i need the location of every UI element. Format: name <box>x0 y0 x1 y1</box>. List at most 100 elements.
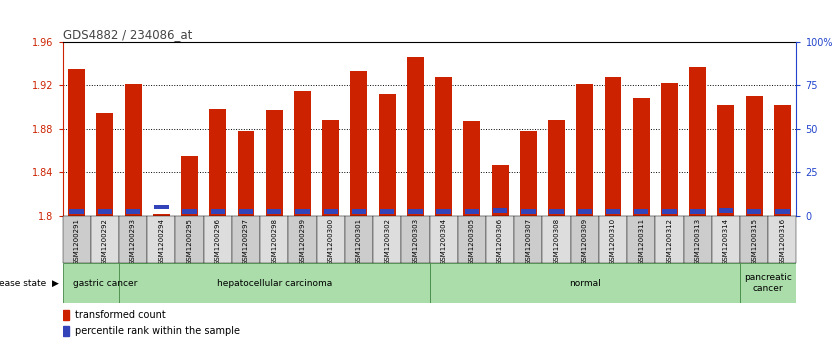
Text: GSM1200309: GSM1200309 <box>582 218 588 265</box>
Bar <box>662 209 676 214</box>
Bar <box>747 209 761 214</box>
Bar <box>746 96 762 216</box>
Bar <box>175 216 203 263</box>
Text: disease state  ▶: disease state ▶ <box>0 279 58 287</box>
Text: GSM1200303: GSM1200303 <box>412 218 419 265</box>
Bar <box>352 209 366 214</box>
Bar <box>627 216 656 263</box>
Bar <box>520 131 537 216</box>
Bar <box>373 216 401 263</box>
Bar <box>68 69 85 216</box>
Text: GSM1200305: GSM1200305 <box>469 218 475 265</box>
Text: GSM1200298: GSM1200298 <box>271 218 277 265</box>
Bar <box>465 209 479 214</box>
Bar <box>515 216 542 263</box>
Text: percentile rank within the sample: percentile rank within the sample <box>75 326 239 336</box>
Bar <box>430 216 458 263</box>
Bar <box>267 209 281 214</box>
Bar <box>119 263 430 303</box>
Text: GSM1200295: GSM1200295 <box>187 218 193 265</box>
Bar <box>401 216 430 263</box>
Bar <box>436 209 451 214</box>
Bar <box>740 263 796 303</box>
Bar <box>768 216 796 263</box>
Bar <box>599 216 627 263</box>
Bar <box>97 113 113 216</box>
Text: GSM1200315: GSM1200315 <box>751 218 757 265</box>
Bar <box>408 209 423 214</box>
Bar <box>211 209 225 214</box>
Bar <box>379 94 395 216</box>
Bar <box>238 131 254 216</box>
Text: transformed count: transformed count <box>75 310 165 320</box>
Text: hepatocellular carcinoma: hepatocellular carcinoma <box>217 279 332 287</box>
Bar <box>493 208 507 213</box>
Bar <box>634 209 648 214</box>
Bar <box>154 205 168 209</box>
Text: GSM1200312: GSM1200312 <box>666 218 672 265</box>
Bar <box>633 98 650 216</box>
Bar <box>289 216 317 263</box>
Bar <box>63 326 69 336</box>
Text: GSM1200311: GSM1200311 <box>638 218 644 265</box>
Bar <box>324 209 338 214</box>
Bar <box>605 209 620 214</box>
Text: GSM1200294: GSM1200294 <box>158 218 164 265</box>
Bar <box>266 110 283 216</box>
Bar <box>126 209 140 214</box>
Text: pancreatic
cancer: pancreatic cancer <box>744 273 792 293</box>
Bar <box>661 83 678 216</box>
Bar <box>775 209 790 214</box>
Bar <box>350 71 368 216</box>
Bar <box>63 216 91 263</box>
Text: GSM1200308: GSM1200308 <box>554 218 560 265</box>
Text: GSM1200297: GSM1200297 <box>243 218 249 265</box>
Bar <box>344 216 373 263</box>
Text: GSM1200314: GSM1200314 <box>723 218 729 265</box>
Bar <box>317 216 344 263</box>
Bar <box>435 77 452 216</box>
Bar <box>486 216 515 263</box>
Text: GSM1200304: GSM1200304 <box>440 218 447 265</box>
Bar <box>458 216 486 263</box>
Bar <box>684 216 711 263</box>
Bar <box>550 209 564 214</box>
Bar <box>521 209 535 214</box>
Bar <box>232 216 260 263</box>
Bar <box>239 209 254 214</box>
Text: GSM1200293: GSM1200293 <box>130 218 136 265</box>
Text: GSM1200301: GSM1200301 <box>356 218 362 265</box>
Text: GSM1200291: GSM1200291 <box>73 218 80 265</box>
Text: GSM1200292: GSM1200292 <box>102 218 108 265</box>
Text: GSM1200296: GSM1200296 <box>215 218 221 265</box>
Bar <box>183 209 197 214</box>
Bar <box>63 310 69 321</box>
Bar <box>294 91 311 216</box>
Bar <box>407 57 424 216</box>
Bar <box>464 121 480 216</box>
Bar <box>119 216 148 263</box>
Text: GSM1200300: GSM1200300 <box>328 218 334 265</box>
Bar <box>63 263 148 303</box>
Text: GSM1200302: GSM1200302 <box>384 218 390 265</box>
Bar <box>717 105 735 216</box>
Bar <box>124 84 142 216</box>
Text: GSM1200306: GSM1200306 <box>497 218 503 265</box>
Bar <box>491 165 509 216</box>
Bar <box>203 216 232 263</box>
Text: GSM1200307: GSM1200307 <box>525 218 531 265</box>
Text: GSM1200316: GSM1200316 <box>779 218 786 265</box>
Bar <box>542 216 570 263</box>
Bar <box>605 77 621 216</box>
Bar <box>295 209 309 214</box>
Text: GSM1200299: GSM1200299 <box>299 218 305 265</box>
Bar <box>719 208 733 213</box>
Bar <box>656 216 684 263</box>
Text: normal: normal <box>569 279 600 287</box>
Bar <box>576 84 593 216</box>
Text: GDS4882 / 234086_at: GDS4882 / 234086_at <box>63 28 192 41</box>
Text: gastric cancer: gastric cancer <box>73 279 137 287</box>
Text: GSM1200310: GSM1200310 <box>610 218 616 265</box>
Bar <box>322 120 339 216</box>
Bar <box>430 263 740 303</box>
